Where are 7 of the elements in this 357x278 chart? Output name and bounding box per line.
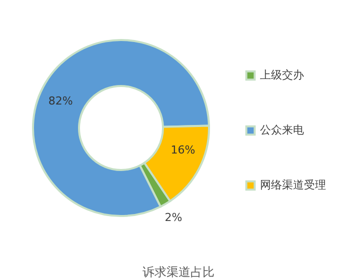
data-label: 82%	[48, 94, 73, 108]
legend-label: 上级交办	[260, 68, 304, 82]
legend-label: 公众来电	[260, 124, 304, 136]
legend-label: 网络渠道受理	[260, 178, 326, 192]
data-label: 2%	[164, 210, 182, 224]
data-label: 16%	[170, 144, 196, 157]
text: 诉求渠道占比	[142, 265, 214, 278]
